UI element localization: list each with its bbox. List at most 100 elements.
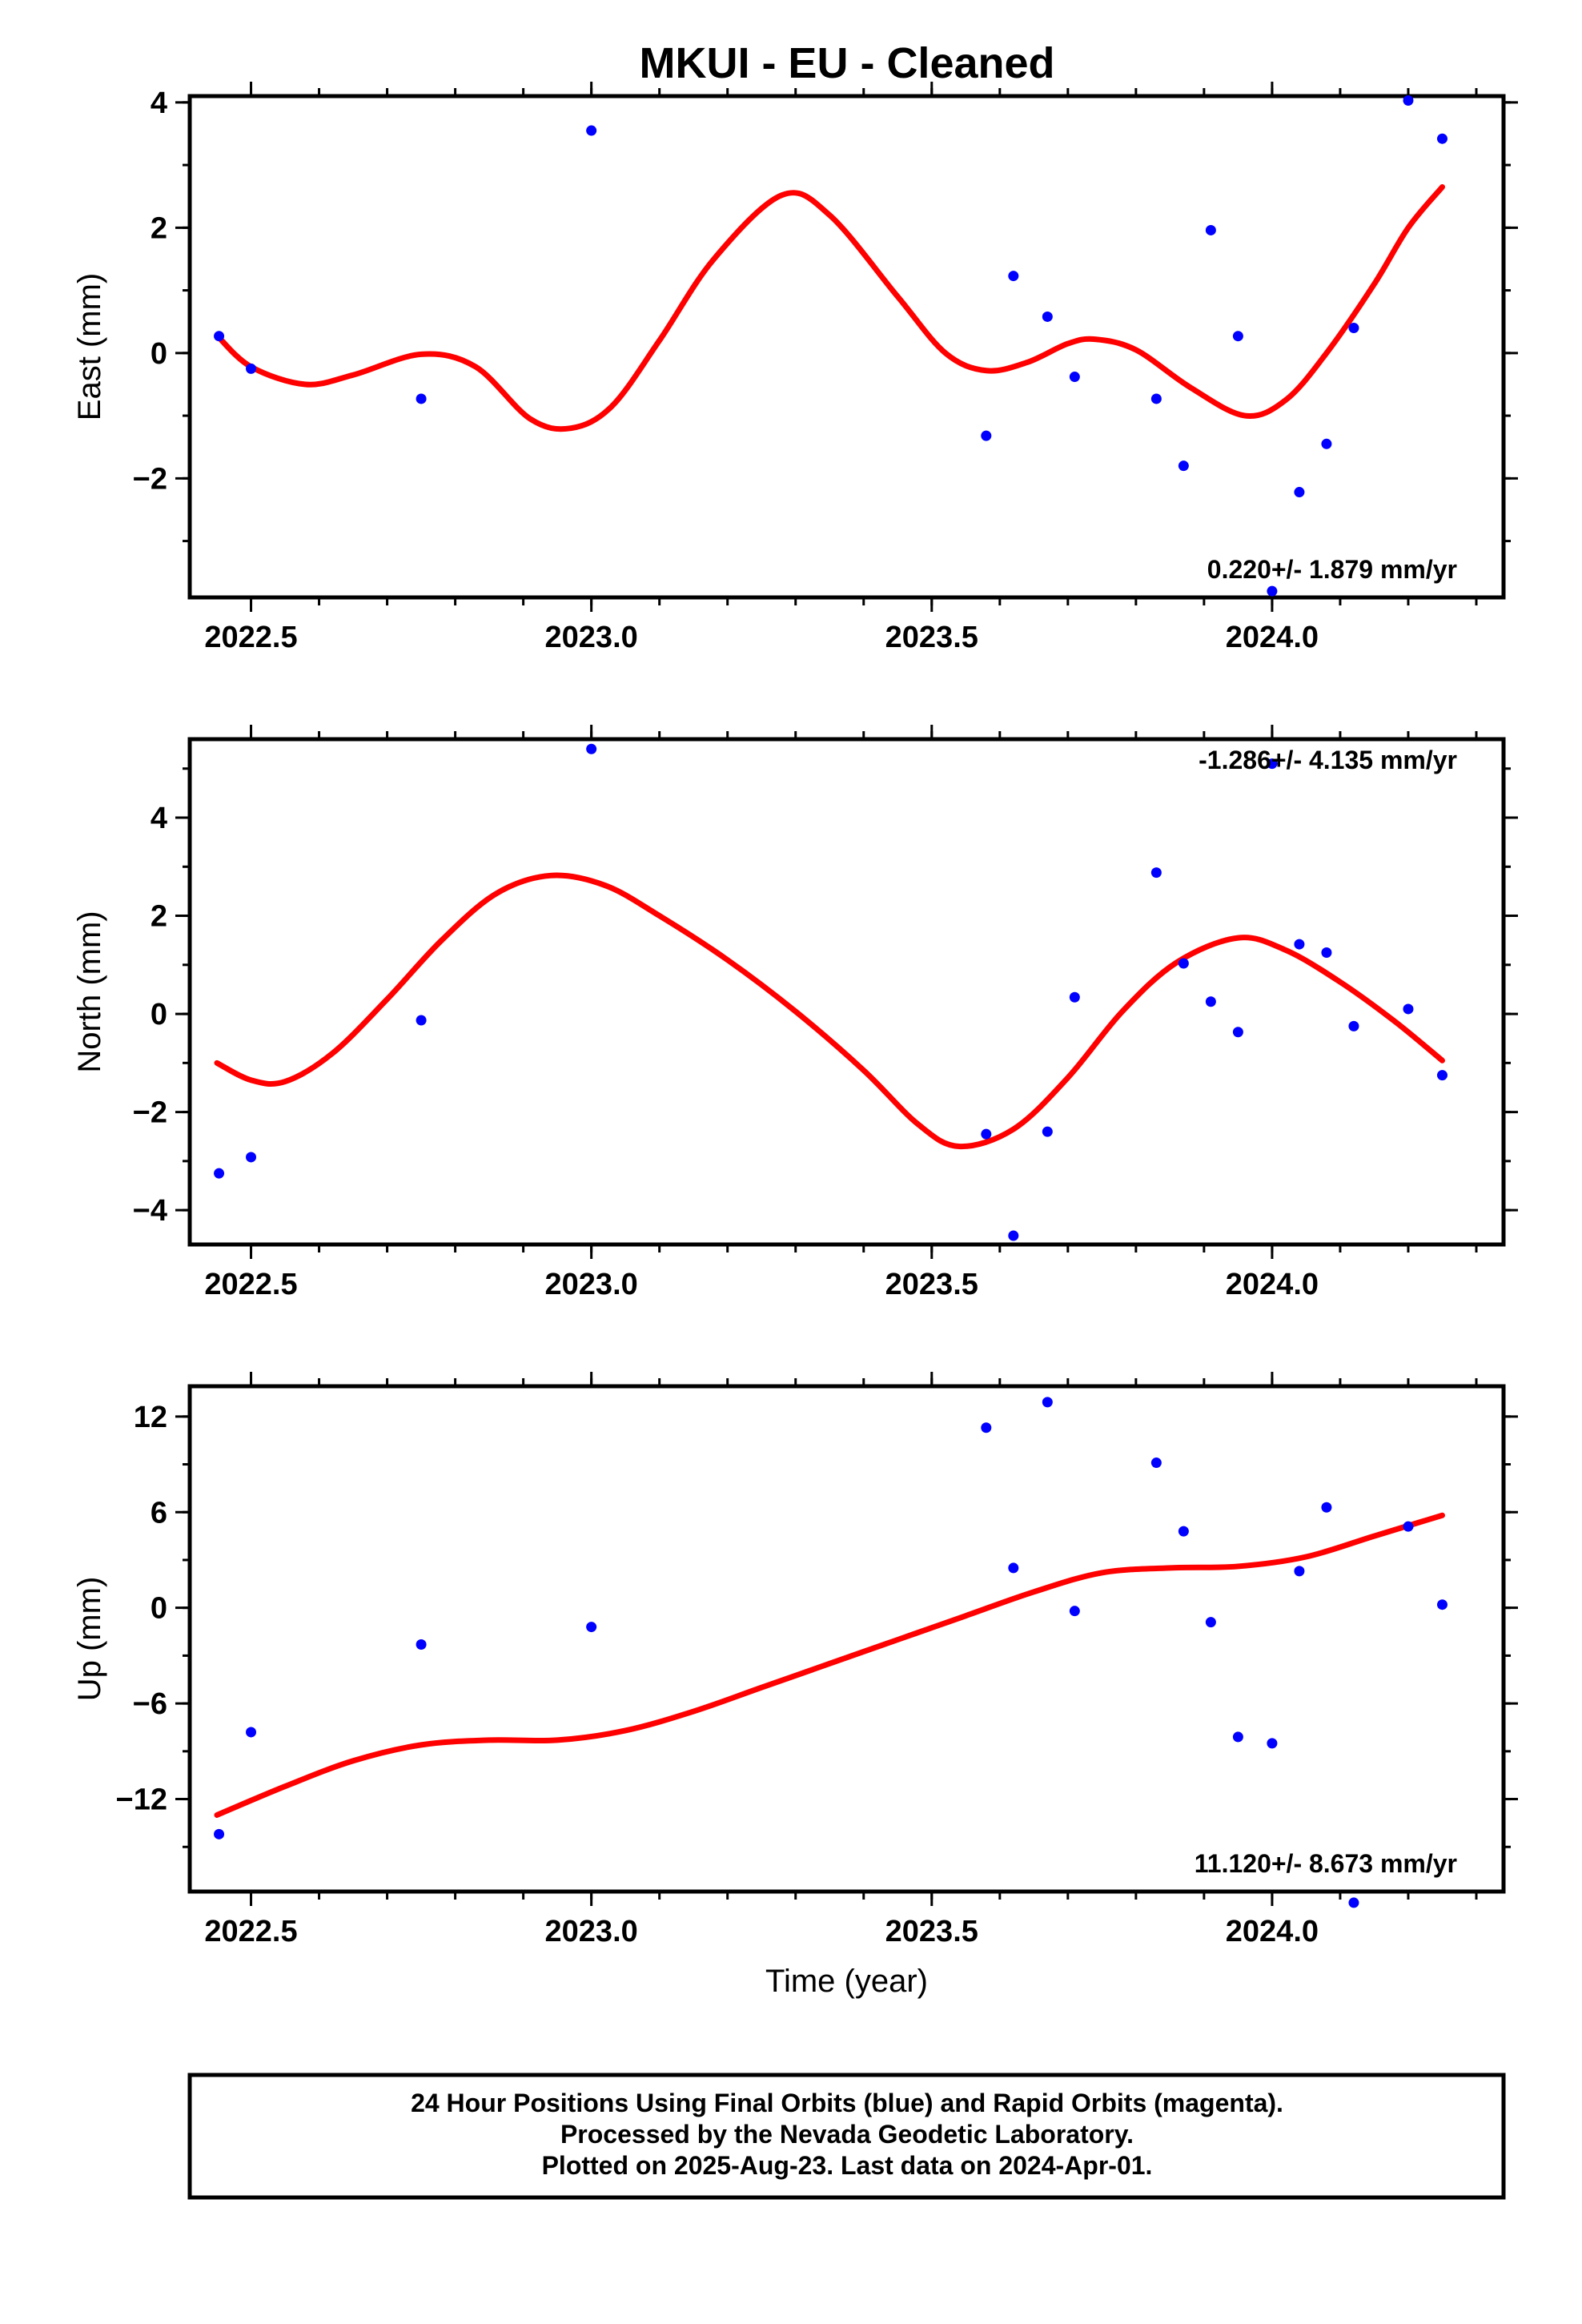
data-point	[1042, 311, 1053, 322]
data-point	[1232, 1731, 1243, 1743]
y-tick-label-4: 4	[151, 86, 167, 120]
x-tick-label-2023-0: 2023.0	[545, 1915, 638, 1948]
data-point	[1008, 271, 1019, 282]
data-point	[1150, 1458, 1162, 1469]
footer-line-3: Plotted on 2025-Aug-23. Last data on 202…	[542, 2151, 1153, 2180]
y-tick-label-2: −2	[133, 462, 167, 496]
data-point	[246, 1152, 257, 1163]
x-tick-label-2024-0: 2024.0	[1226, 1268, 1319, 1301]
data-point	[1294, 487, 1305, 498]
data-point	[1294, 939, 1305, 950]
footer-line-2: Processed by the Nevada Geodetic Laborat…	[560, 2120, 1134, 2149]
y-axis-label: North (mm)	[72, 911, 107, 1072]
data-point	[1069, 991, 1080, 1003]
x-tick-label-2023-0: 2023.0	[545, 621, 638, 654]
data-point	[1150, 867, 1162, 879]
rate-label: 0.220+/- 1.879 mm/yr	[1207, 555, 1457, 584]
data-point	[1232, 1027, 1243, 1038]
data-point	[1232, 331, 1243, 342]
data-point	[1178, 460, 1189, 472]
data-point	[416, 1638, 427, 1650]
data-point	[1042, 1126, 1053, 1137]
data-point	[416, 1015, 427, 1026]
data-point	[1348, 323, 1359, 334]
data-point	[1403, 1521, 1414, 1532]
figure-title: MKUI - EU - Cleaned	[639, 39, 1054, 87]
data-point	[1267, 758, 1278, 770]
rate-label: 11.120+/- 8.673 mm/yr	[1195, 1849, 1457, 1878]
data-point	[1321, 1502, 1332, 1513]
data-point	[1069, 1606, 1080, 1617]
x-tick-label-2022-5: 2022.5	[204, 1915, 297, 1948]
data-point	[246, 363, 257, 374]
data-point	[1008, 1230, 1019, 1241]
y-tick-label-2: 2	[151, 211, 167, 245]
x-tick-label-2023-5: 2023.5	[885, 621, 978, 654]
data-point	[1178, 958, 1189, 969]
x-tick-label-2023-5: 2023.5	[885, 1268, 978, 1301]
y-tick-label-12: 12	[134, 1401, 167, 1434]
panel-east: 2022.5 2023.0 2023.5 2024.0 4 2 0 −2 East (mm) 0.…	[72, 82, 1518, 654]
data-point	[586, 743, 597, 754]
data-point	[1267, 1738, 1278, 1749]
plot-frame	[187, 737, 1506, 1247]
fit-curve	[214, 872, 1445, 1149]
data-point	[214, 331, 225, 342]
data-point	[214, 1168, 225, 1179]
x-tick-label-2022-5: 2022.5	[204, 1268, 297, 1301]
y-tick-label-2: −2	[133, 1096, 167, 1130]
data-point	[1042, 1397, 1053, 1408]
data-point	[1205, 996, 1216, 1007]
x-axis-label: Time (year)	[765, 1964, 928, 1999]
data-point	[1321, 438, 1332, 449]
y-axis-label: Up (mm)	[72, 1577, 107, 1702]
y-tick-label-0: 0	[151, 337, 167, 371]
data-point	[1403, 1003, 1414, 1015]
data-point	[1205, 1617, 1216, 1628]
x-tick-label-2023-0: 2023.0	[545, 1268, 638, 1301]
data-point	[586, 125, 597, 136]
data-point	[1348, 1020, 1359, 1031]
data-point	[214, 1828, 225, 1839]
data-point	[1436, 133, 1447, 144]
plot-frame	[187, 1384, 1506, 1894]
data-point	[1321, 947, 1332, 958]
data-point	[1150, 393, 1162, 404]
data-point	[1267, 585, 1278, 597]
data-point	[586, 1622, 597, 1633]
x-tick-label-2024-0: 2024.0	[1226, 621, 1319, 654]
x-tick-label-2022-5: 2022.5	[204, 621, 297, 654]
x-tick-label-2024-0: 2024.0	[1226, 1915, 1319, 1948]
fit-curve	[214, 183, 1445, 432]
y-tick-label-6: −6	[133, 1687, 167, 1721]
data-point	[981, 1128, 992, 1140]
footer-line-1: 24 Hour Positions Using Final Orbits (bl…	[411, 2089, 1283, 2117]
data-point	[246, 1727, 257, 1738]
data-point	[1178, 1526, 1189, 1537]
y-tick-label-12: −12	[116, 1783, 167, 1817]
panel-north: 2022.5 2023.0 2023.5 2024.0 4 2 0 −2 −4 North (mm…	[72, 725, 1518, 1301]
data-point	[1008, 1562, 1019, 1574]
data-point	[1403, 94, 1414, 106]
y-axis-label: East (mm)	[72, 273, 107, 420]
data-point	[1436, 1599, 1447, 1610]
y-tick-label-0: 0	[151, 998, 167, 1031]
footer-frame	[187, 2073, 1506, 2200]
y-tick-label-6: 6	[151, 1496, 167, 1530]
data-point	[1205, 224, 1216, 235]
data-point	[416, 393, 427, 404]
data-point	[981, 1422, 992, 1433]
footer-box: 24 Hour Positions Using Final Orbits (bl…	[187, 2073, 1506, 2200]
y-tick-label-4: 4	[151, 802, 167, 835]
plot-frame	[187, 94, 1506, 600]
data-point	[981, 430, 992, 441]
fit-curve	[214, 1512, 1445, 1818]
x-tick-label-2023-5: 2023.5	[885, 1915, 978, 1948]
y-tick-label-2: 2	[151, 900, 167, 934]
y-tick-label-0: 0	[151, 1592, 167, 1626]
y-tick-label-4: −4	[133, 1194, 167, 1228]
data-point	[1069, 372, 1080, 383]
panel-up: 2022.5 2023.0 2023.5 2024.0 12 6 0 −6 −12 Up (mm)…	[72, 1372, 1518, 1999]
